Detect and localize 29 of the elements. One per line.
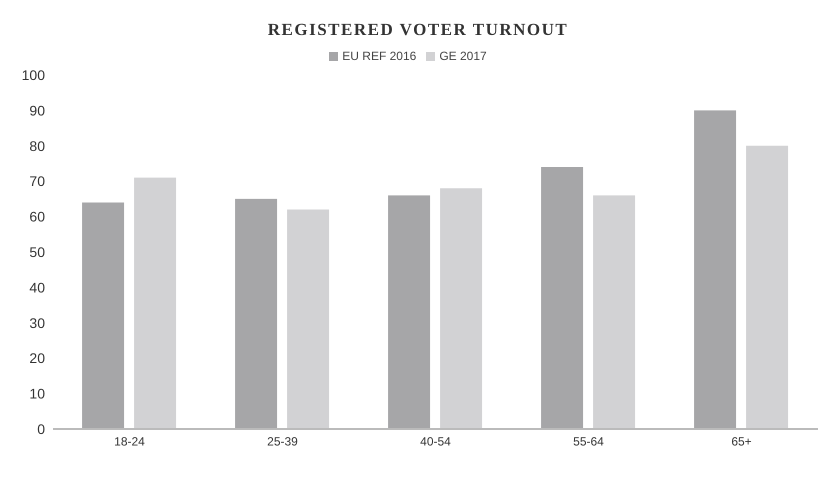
x-tick-label: 40-54 (420, 434, 452, 449)
bar (694, 110, 736, 429)
y-tick-label: 90 (29, 102, 46, 118)
y-tick-label: 60 (29, 208, 46, 225)
y-tick-label: 0 (37, 420, 46, 437)
bar (541, 167, 584, 429)
y-tick-label: 50 (29, 244, 46, 260)
x-tick-label: 65+ (731, 434, 752, 449)
y-tick-label: 80 (29, 138, 46, 154)
bar (287, 210, 330, 429)
chart-title: REGISTERED VOTER TURNOUT (266, 20, 570, 40)
y-tick-label: 10 (29, 386, 46, 402)
bar (134, 178, 176, 429)
y-tick-label: 30 (29, 314, 46, 331)
bar (746, 146, 788, 429)
y-tick-label: 20 (29, 350, 46, 366)
bar (82, 202, 124, 429)
x-tick-label: 18-24 (114, 434, 146, 449)
y-tick-label: 100 (22, 66, 46, 83)
bar (235, 198, 278, 429)
y-tick-label: 70 (29, 173, 46, 190)
bar (388, 195, 430, 429)
legend-label: EU REF 2016 (342, 49, 416, 63)
y-tick-label: 40 (29, 279, 46, 296)
x-tick-label: 25-39 (267, 434, 298, 449)
x-tick-label: 55-64 (573, 434, 604, 449)
legend-label: GE 2017 (439, 49, 487, 63)
bar (593, 195, 636, 429)
bar (440, 188, 482, 429)
